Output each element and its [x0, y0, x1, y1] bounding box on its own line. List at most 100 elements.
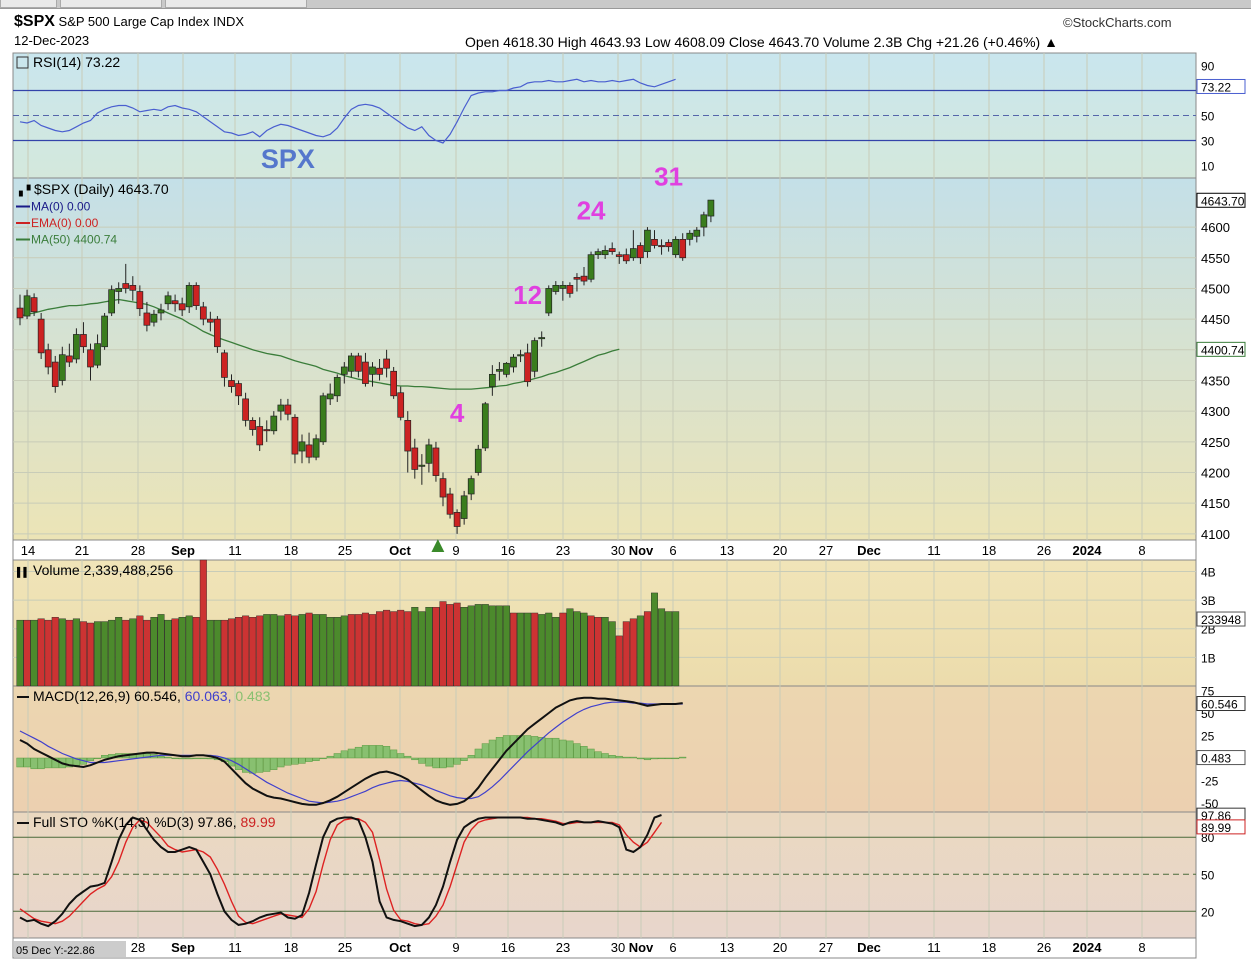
macd-histogram-bar	[580, 746, 588, 759]
macd-histogram-bar	[460, 757, 468, 761]
candle-body	[622, 254, 630, 262]
rsi-last-value: 73.22	[1201, 80, 1231, 94]
volume-bar	[446, 604, 454, 687]
volume-bar	[658, 608, 666, 687]
volume-bar	[418, 611, 426, 687]
candle-body	[37, 318, 45, 354]
volume-bar	[263, 614, 271, 687]
macd-histogram-bar	[404, 755, 412, 759]
x-tick-label: 16	[501, 543, 515, 558]
volume-bar	[376, 611, 384, 687]
volume-bar	[340, 615, 348, 687]
volume-bar	[580, 612, 588, 687]
volume-bar	[171, 618, 179, 687]
volume-y-tick: 4B	[1201, 565, 1216, 579]
candle-body	[552, 285, 560, 292]
count-annotation: 24	[577, 196, 606, 226]
sto-d-last-value: 89.99	[1201, 821, 1231, 835]
volume-bar	[157, 614, 165, 687]
price-y-tick: 4550	[1201, 251, 1230, 266]
tab-3[interactable]	[165, 0, 307, 8]
macd-histogram-bar	[495, 737, 503, 759]
x-tick-label-bottom: 18	[982, 940, 996, 955]
macd-histogram-bar	[524, 735, 532, 759]
spx-annotation: SPX	[261, 144, 315, 174]
x-tick-label: Nov	[629, 543, 654, 558]
panel-sto	[12, 811, 1197, 939]
macd-histogram-bar	[608, 755, 616, 759]
macd-histogram-bar	[256, 757, 264, 773]
tab-2[interactable]	[60, 0, 162, 8]
macd-histogram-bar	[488, 739, 496, 759]
macd-histogram-bar	[411, 757, 419, 761]
candle-body	[263, 429, 271, 432]
volume-bar	[517, 612, 525, 687]
count-annotation: 12	[513, 280, 542, 310]
macd-histogram-bar	[446, 757, 454, 768]
price-legend-item: MA(0) 0.00	[31, 200, 91, 214]
macd-histogram-bar	[453, 757, 461, 765]
candle-body	[355, 355, 362, 372]
brand-logo: ©StockCharts.com	[1063, 15, 1172, 30]
macd-histogram-bar	[643, 757, 652, 761]
macd-histogram-bar	[101, 755, 109, 759]
candle-body	[326, 393, 334, 400]
macd-histogram-bar	[361, 745, 369, 759]
volume-y-tick: 3B	[1201, 594, 1216, 608]
panel-price	[12, 177, 1197, 541]
candle-body	[517, 354, 524, 357]
x-tick-label-bottom: 11	[927, 940, 941, 955]
price-last-close: 4643.70	[1201, 194, 1245, 208]
macd-y-tick: -25	[1201, 775, 1219, 789]
volume-bar	[333, 617, 341, 687]
candle-body	[425, 444, 433, 464]
macd-histogram-bar	[242, 757, 250, 773]
candle-body	[658, 245, 665, 248]
macd-histogram-bar	[432, 757, 440, 769]
macd-histogram-bar	[185, 757, 193, 760]
volume-bar	[453, 602, 461, 687]
macd-histogram-bar	[481, 743, 489, 759]
cursor-readout: 05 Dec Y:-22.86	[16, 945, 95, 957]
tab-1[interactable]	[0, 0, 57, 8]
candle-body	[101, 315, 108, 348]
volume-bar	[467, 605, 475, 687]
candle-body	[700, 214, 708, 228]
sto-y-tick: 80	[1201, 831, 1215, 845]
price-y-tick: 4300	[1201, 404, 1230, 419]
candle-body	[390, 370, 397, 397]
candle-body	[587, 254, 595, 280]
candle-body	[404, 420, 412, 452]
x-tick-label: 11	[927, 543, 941, 558]
macd-histogram-bar	[397, 753, 405, 759]
volume-bar	[65, 619, 73, 687]
cursor-readout-bg	[14, 941, 126, 957]
volume-last-value-box	[1196, 611, 1246, 627]
candle-body	[665, 242, 672, 248]
volume-bar	[460, 607, 468, 687]
candle-body	[305, 444, 313, 458]
count-annotation: 31	[654, 161, 683, 191]
price-y-tick: 4150	[1201, 496, 1230, 511]
candle-body	[453, 512, 461, 527]
volume-bar	[185, 615, 193, 687]
candle-body	[637, 245, 644, 259]
candle-body	[221, 352, 228, 378]
volume-bar	[51, 617, 59, 687]
macd-histogram-bar	[552, 737, 560, 759]
macd-histogram-bar	[86, 757, 95, 761]
volume-bar	[361, 612, 369, 687]
x-tick-label-bottom: 16	[501, 940, 515, 955]
macd-histogram-bar	[467, 755, 475, 759]
candle-body	[679, 239, 687, 259]
volume-last-value: 233948	[1201, 613, 1241, 627]
volume-bar	[601, 617, 609, 687]
volume-bar	[284, 614, 292, 687]
candle-body	[164, 295, 172, 305]
candle-body	[136, 291, 144, 310]
volume-bar	[30, 619, 38, 687]
macd-histogram-bar	[319, 757, 327, 760]
volume-bar	[573, 611, 581, 687]
macd-histogram-bar	[376, 745, 384, 759]
